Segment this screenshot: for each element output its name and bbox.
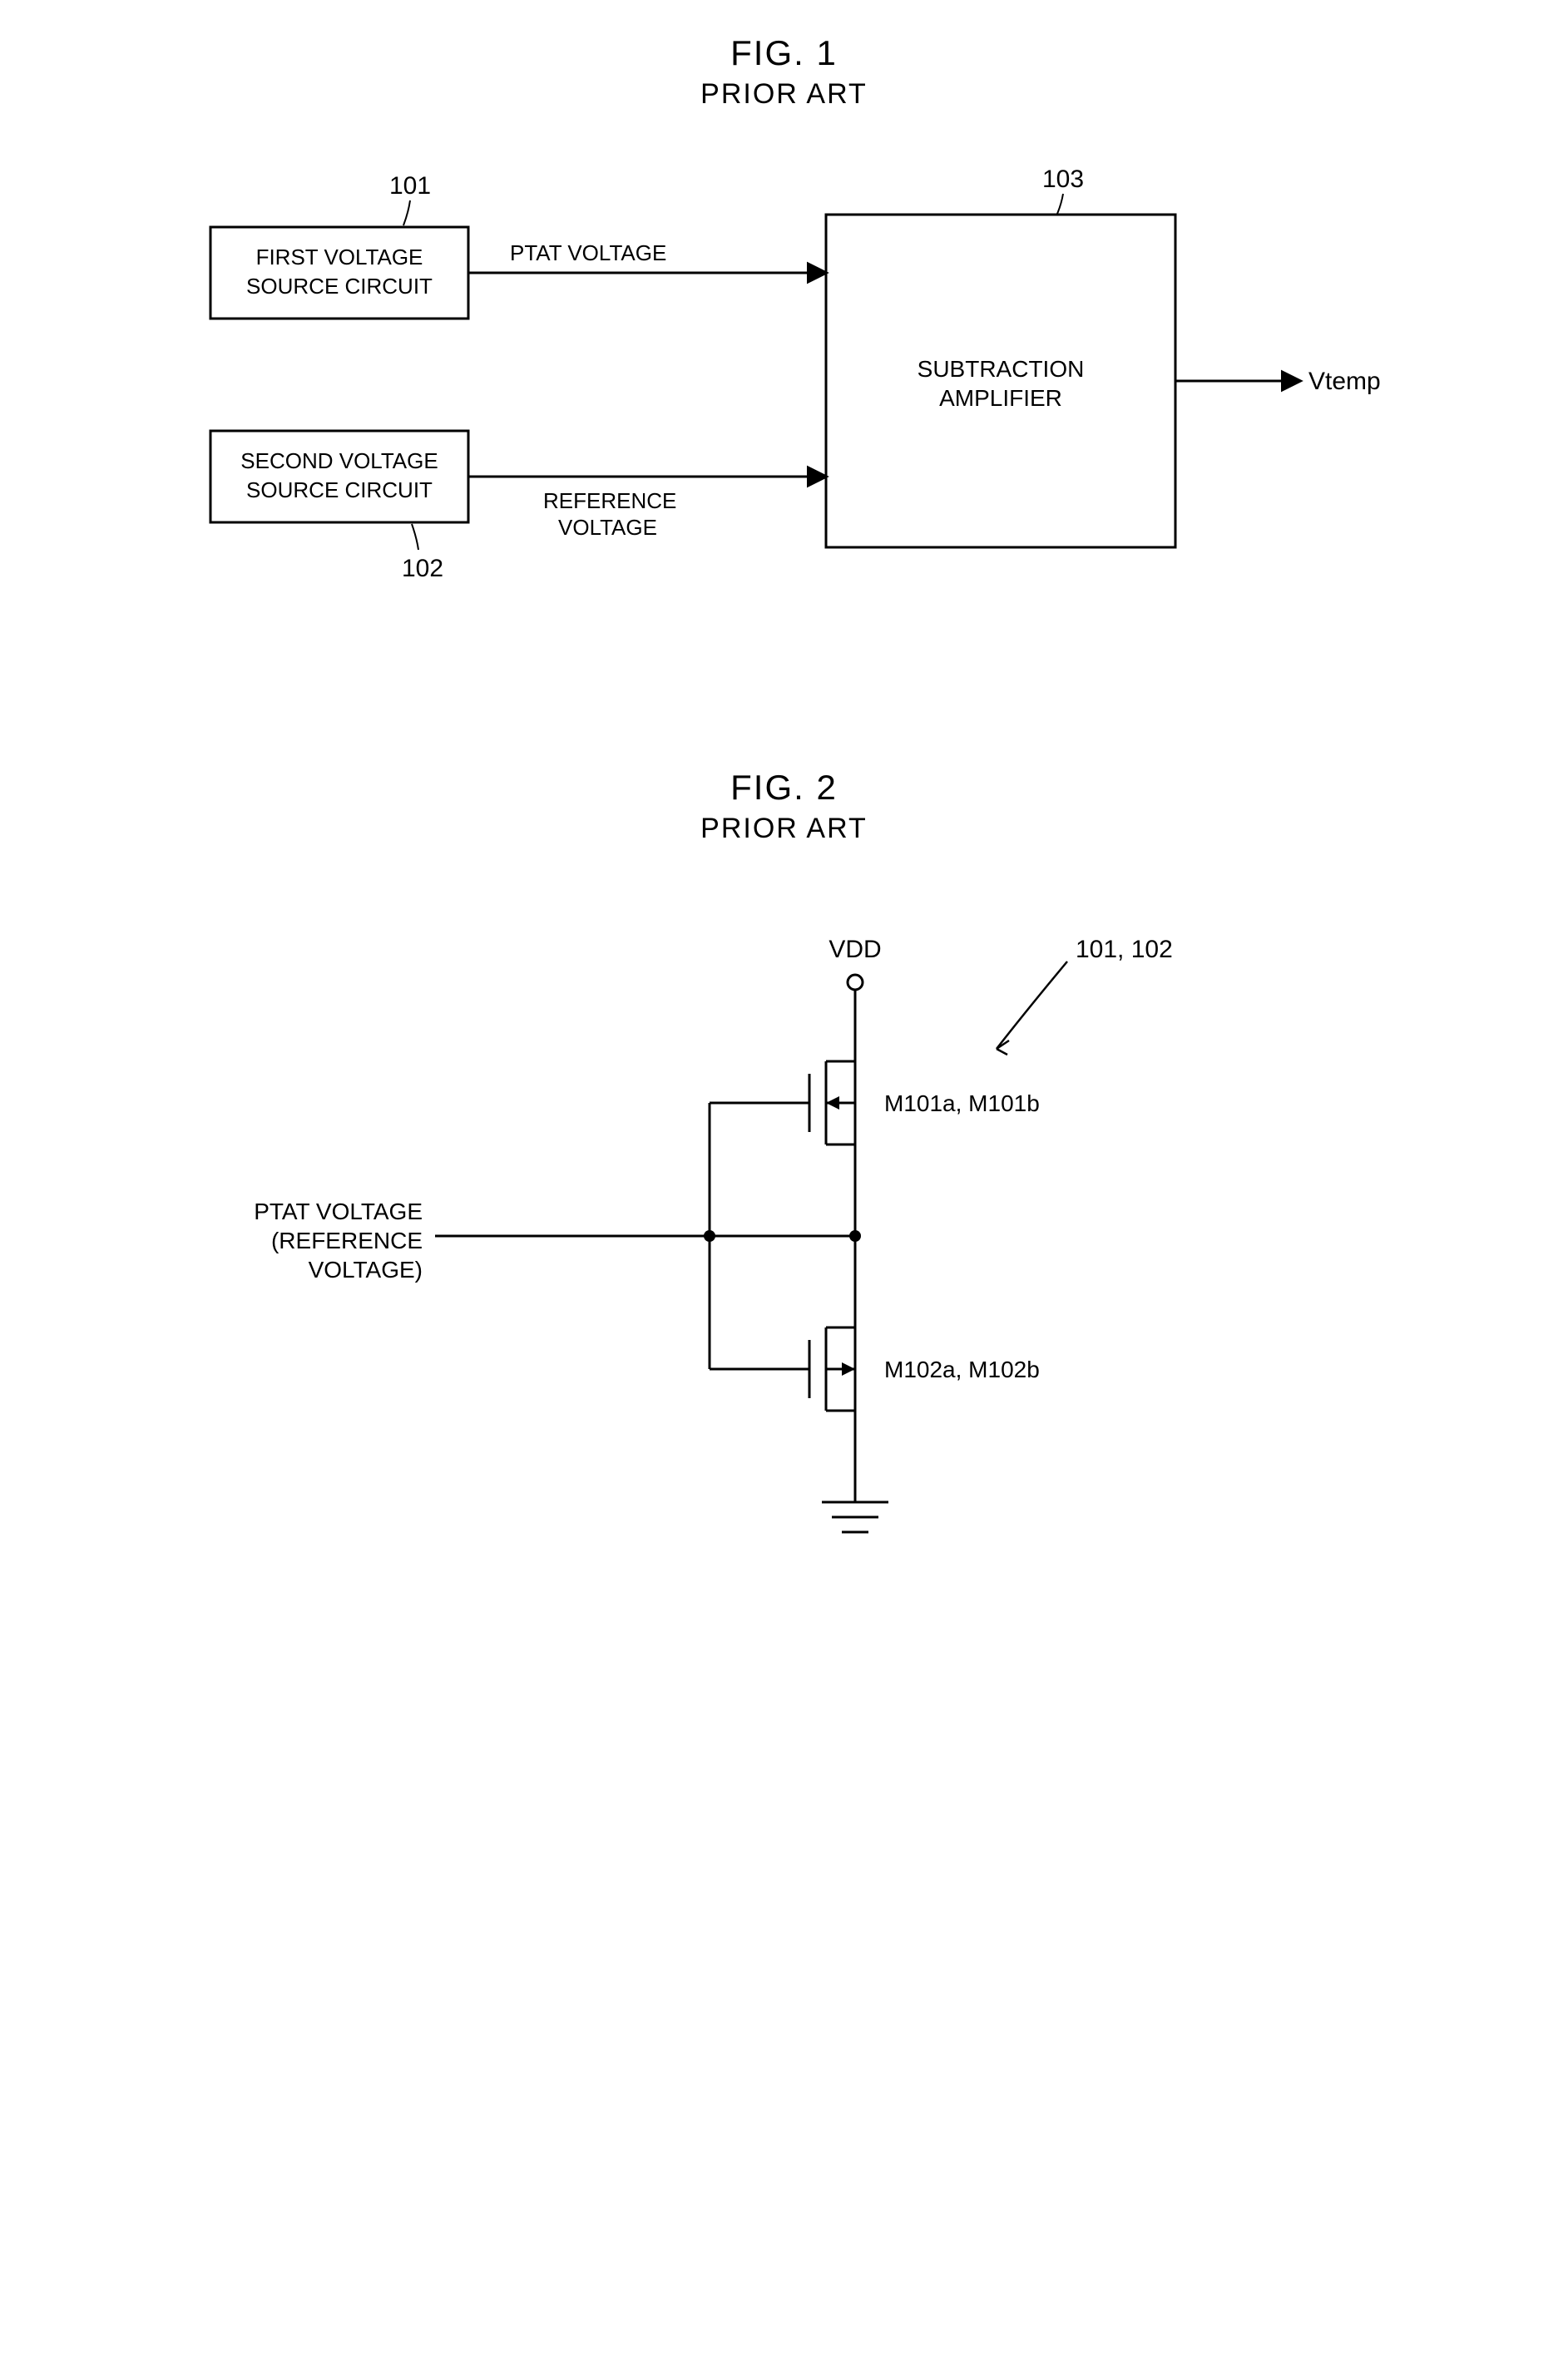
vdd-node: VDD [829, 936, 881, 1045]
ref-101: 101 [389, 172, 431, 200]
fig2-diagram: 101, 102 VDD M101a, M10 [244, 870, 1325, 1619]
fig1-subtitle: PRIOR ART [33, 78, 1535, 111]
output-tap: PTAT VOLTAGE (REFERENCE VOLTAGE) [254, 1199, 855, 1283]
block-101: FIRST VOLTAGE SOURCE CIRCUIT 101 [210, 172, 468, 319]
out-l2: (REFERENCE [270, 1228, 422, 1253]
fig1-title: FIG. 1 [33, 33, 1535, 73]
ground-symbol [822, 1427, 888, 1532]
block-102-line2: SOURCE CIRCUIT [246, 477, 433, 502]
out-l3: VOLTAGE) [308, 1257, 422, 1283]
signal-ref-label2: VOLTAGE [558, 515, 657, 540]
ref-103: 103 [1042, 166, 1084, 193]
nmos-m102: M102a, M102b [710, 1311, 1040, 1427]
fig1-diagram: FIRST VOLTAGE SOURCE CIRCUIT 101 SECOND … [161, 136, 1408, 651]
ref-101-102-text: 101, 102 [1076, 936, 1173, 963]
vdd-label: VDD [829, 936, 881, 963]
signal-out-label: Vtemp [1308, 368, 1381, 395]
block-103-line1: SUBTRACTION [917, 356, 1084, 382]
block-103: SUBTRACTION AMPLIFIER 103 [826, 166, 1175, 547]
fig2-title: FIG. 2 [33, 768, 1535, 808]
ref-101-102: 101, 102 [997, 936, 1173, 1055]
figure-2: FIG. 2 PRIOR ART 101, 102 VDD [33, 768, 1535, 1619]
block-103-line2: AMPLIFIER [939, 385, 1062, 411]
block-101-line2: SOURCE CIRCUIT [246, 274, 433, 299]
block-101-line1: FIRST VOLTAGE [255, 245, 423, 269]
m102-label: M102a, M102b [884, 1357, 1040, 1382]
block-102: SECOND VOLTAGE SOURCE CIRCUIT 102 [210, 431, 468, 582]
m101-label: M101a, M101b [884, 1090, 1040, 1116]
ref-102: 102 [402, 555, 443, 582]
fig2-subtitle: PRIOR ART [33, 813, 1535, 845]
out-l1: PTAT VOLTAGE [254, 1199, 423, 1224]
figure-1: FIG. 1 PRIOR ART FIRST VOLTAGE SOURCE CI… [33, 33, 1535, 651]
signal-ref-label1: REFERENCE [543, 488, 676, 513]
pmos-m101: M101a, M101b [710, 1045, 1040, 1161]
signal-ptat-label: PTAT VOLTAGE [510, 240, 666, 265]
block-102-line1: SECOND VOLTAGE [240, 448, 438, 473]
